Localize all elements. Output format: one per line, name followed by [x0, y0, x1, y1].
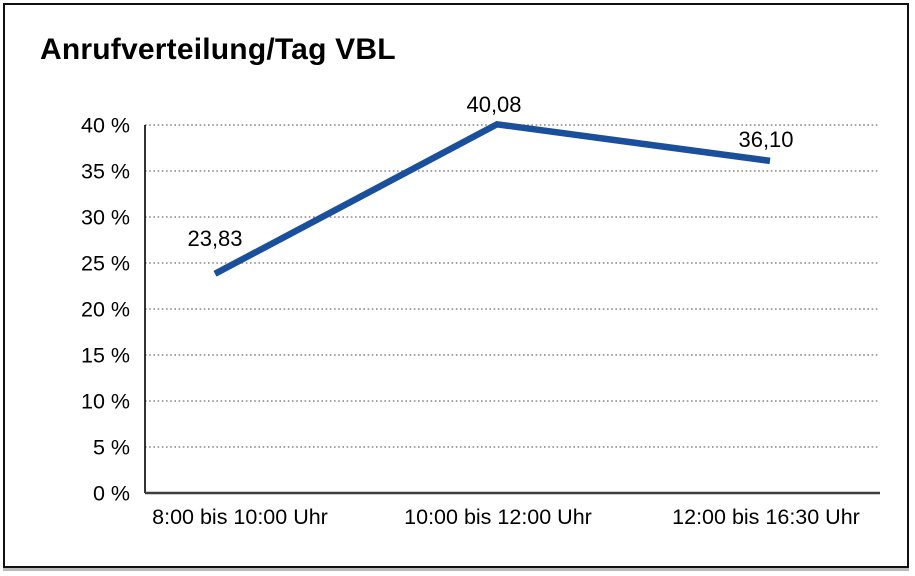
- x-tick-label: 12:00 bis 16:30 Uhr: [672, 505, 860, 529]
- y-tick-label: 30 %: [81, 206, 130, 230]
- y-tick-label: 10 %: [81, 390, 130, 414]
- point-value-label: 36,10: [738, 127, 793, 152]
- y-tick-label: 40 %: [81, 114, 130, 138]
- y-tick-label: 20 %: [81, 298, 130, 322]
- chart-title: Anrufverteilung/Tag VBL: [40, 33, 396, 66]
- point-value-label: 40,08: [466, 92, 521, 117]
- point-value-label: 23,83: [187, 226, 242, 251]
- y-tick-label: 35 %: [81, 160, 130, 184]
- y-tick-label: 5 %: [93, 436, 130, 460]
- x-tick-label: 8:00 bis 10:00 Uhr: [152, 505, 328, 529]
- y-tick-label: 0 %: [93, 482, 130, 506]
- series-line: [213, 120, 771, 277]
- y-tick-label: 15 %: [81, 344, 130, 368]
- y-tick-label: 25 %: [81, 252, 130, 276]
- x-tick-label: 10:00 bis 12:00 Uhr: [404, 505, 592, 529]
